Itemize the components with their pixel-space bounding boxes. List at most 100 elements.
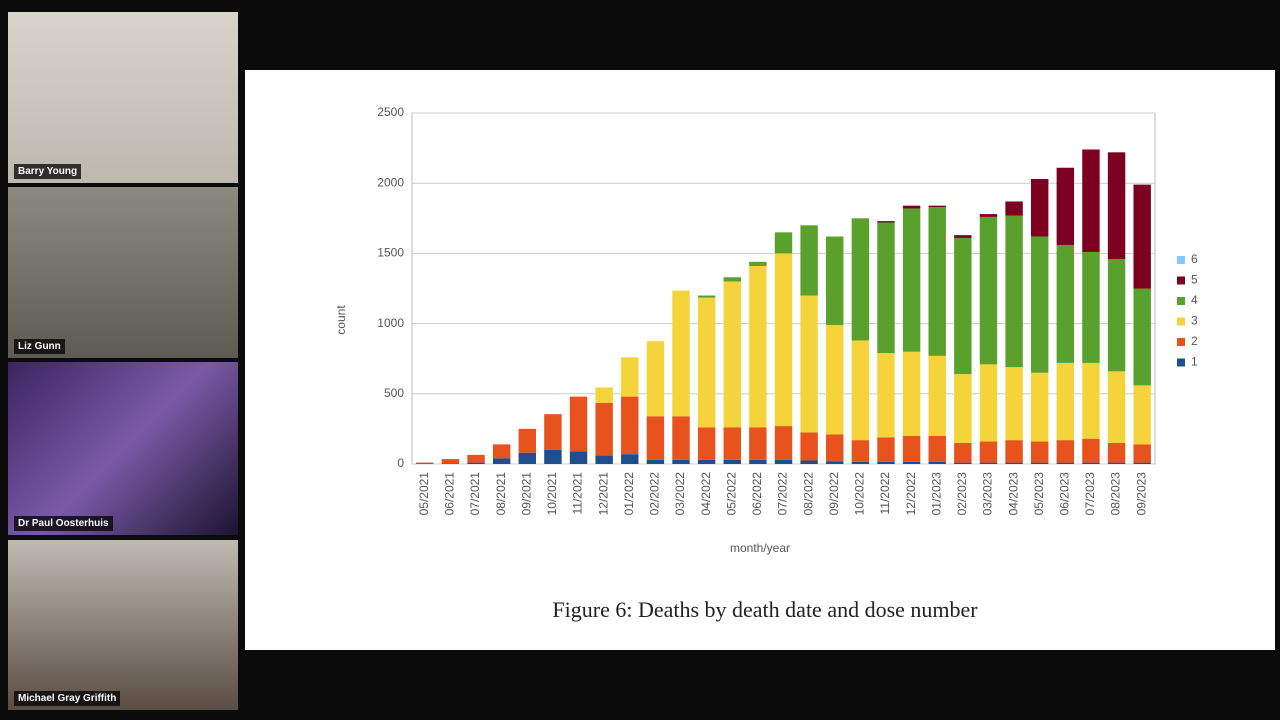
bar-segment (1005, 215, 1023, 368)
x-tick-label: 09/2023 (1134, 472, 1148, 516)
bar-segment (1107, 259, 1126, 372)
bar-segment (851, 218, 870, 341)
bar-segment (928, 205, 946, 208)
participant-tile[interactable]: Dr Paul Oosterhuis (8, 362, 238, 535)
bar-segment (595, 402, 613, 456)
participant-name: Barry Young (14, 164, 82, 179)
bar-segment (441, 459, 460, 464)
y-tick-label: 1000 (377, 316, 404, 330)
participant-name: Michael Gray Griffith (14, 691, 121, 706)
x-tick-label: 03/2023 (981, 472, 995, 516)
legend-swatch (1177, 297, 1185, 305)
bar-segment (749, 266, 767, 428)
x-tick-label: 02/2022 (648, 472, 662, 516)
participant-name: Liz Gunn (14, 339, 65, 354)
bar-segment (851, 440, 870, 462)
bar-segment (877, 461, 895, 464)
bar-segment (1107, 462, 1126, 464)
legend-swatch (1177, 338, 1185, 346)
bar-segment (723, 277, 741, 282)
bar-segment (1005, 440, 1023, 463)
bar-segment (697, 297, 716, 428)
x-tick-label: 08/2022 (801, 472, 815, 516)
bar-segment (928, 207, 946, 356)
bar-segment (902, 205, 921, 209)
y-tick-label: 500 (384, 386, 404, 400)
bar-segment (954, 374, 972, 443)
participant-tile[interactable]: Liz Gunn (8, 187, 238, 358)
bar-segment (979, 462, 998, 464)
bar-segment (928, 355, 946, 436)
bar-segment (902, 461, 921, 464)
y-tick-label: 0 (397, 456, 404, 470)
bar-segment (416, 462, 434, 464)
bar-segment (1030, 372, 1049, 442)
bar-segment (723, 281, 741, 428)
x-tick-label: 07/2021 (468, 472, 482, 516)
bar-segment (954, 442, 972, 463)
x-tick-label: 04/2023 (1006, 472, 1020, 516)
bar-segment (774, 253, 793, 427)
bar-segment (672, 290, 690, 417)
bar-segment (954, 462, 972, 464)
x-tick-label: 06/2023 (1057, 472, 1071, 516)
bar-segment (544, 449, 562, 464)
shared-screen: count month/year Figure 6: Deaths by dea… (245, 70, 1275, 650)
bar-segment (1030, 178, 1049, 237)
x-tick-label: 12/2021 (596, 472, 610, 516)
bar-segment (1056, 362, 1075, 441)
caption: Figure 6: Deaths by death date and dose … (552, 597, 978, 622)
bar-segment (928, 435, 946, 462)
bar-segment (1056, 244, 1075, 363)
bar-segment (1082, 438, 1100, 463)
bar-segment (1005, 201, 1023, 216)
x-tick-label: 10/2021 (545, 472, 559, 516)
x-tick-label: 07/2023 (1083, 472, 1097, 516)
bar-segment (1133, 184, 1151, 289)
bar-segment (774, 232, 793, 254)
bar-segment (697, 459, 716, 464)
x-tick-label: 08/2021 (494, 472, 508, 516)
bar-segment (979, 216, 998, 365)
x-tick-label: 01/2022 (622, 472, 636, 516)
bar-segment (800, 432, 818, 461)
bar-segment (826, 236, 844, 326)
bar-segment (1082, 462, 1100, 464)
bar-segment (1082, 149, 1100, 252)
participant-tile[interactable]: Barry Young (8, 12, 238, 183)
bar-segment (902, 208, 921, 352)
bar-segment (1030, 462, 1049, 464)
bar-segment (441, 463, 460, 464)
x-tick-label: 12/2022 (904, 472, 918, 516)
bar-segment (826, 434, 844, 462)
x-axis-title: month/year (730, 541, 790, 555)
legend-label: 2 (1191, 334, 1198, 348)
bar-segment (467, 462, 485, 464)
legend-label: 3 (1191, 314, 1198, 328)
bar-segment (877, 437, 895, 462)
bar-segment (1030, 441, 1049, 463)
x-tick-label: 11/2022 (878, 472, 892, 515)
x-tick-label: 05/2022 (724, 472, 738, 516)
bar-segment (672, 416, 690, 460)
bar-segment (1082, 251, 1100, 363)
bar-segment (492, 444, 511, 459)
bar-segment (1107, 152, 1126, 260)
bar-segment (749, 427, 767, 460)
legend-label: 5 (1191, 273, 1198, 287)
legend-swatch (1177, 358, 1185, 367)
bar-segment (1056, 440, 1075, 463)
bar-segment (800, 460, 818, 464)
x-tick-label: 05/2023 (1032, 472, 1046, 516)
bar-segment (646, 416, 665, 460)
bar-segment (1133, 385, 1151, 445)
x-tick-label: 06/2021 (443, 472, 457, 516)
participant-tile[interactable]: Michael Gray Griffith (8, 540, 238, 710)
bar-segment (544, 414, 562, 450)
y-tick-label: 2500 (377, 105, 404, 119)
x-tick-label: 01/2023 (929, 472, 943, 516)
bar-segment (621, 396, 639, 455)
bar-segment (877, 353, 895, 438)
bar-segment (928, 461, 946, 464)
